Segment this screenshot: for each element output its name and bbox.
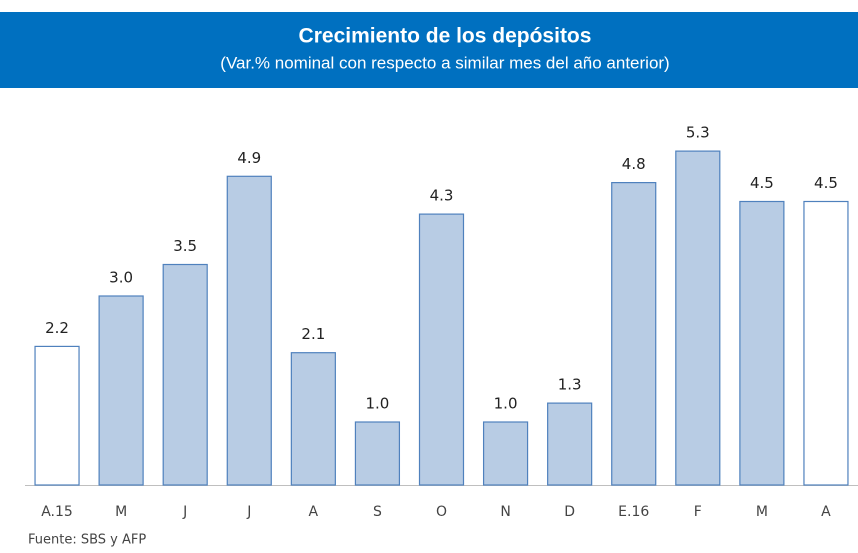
bar xyxy=(482,421,529,486)
bar xyxy=(739,200,785,486)
chart-subtitle: (Var.% nominal con respecto a similar me… xyxy=(220,53,669,72)
x-tick-label: J xyxy=(182,504,187,520)
x-tick-label: E.16 xyxy=(618,504,649,520)
x-tick-label: N xyxy=(500,504,510,520)
data-label: 1.0 xyxy=(365,395,389,413)
x-tick-label: J xyxy=(246,504,251,520)
data-label: 3.5 xyxy=(173,237,197,255)
data-label: 2.1 xyxy=(301,325,325,343)
data-label: 4.9 xyxy=(237,149,261,167)
bar xyxy=(226,175,272,486)
bar xyxy=(547,402,593,486)
bar xyxy=(290,352,336,486)
x-tick-label: M xyxy=(756,504,768,520)
bar xyxy=(611,182,657,486)
x-tick-label: A.15 xyxy=(41,504,73,520)
data-label: 4.5 xyxy=(750,174,774,192)
data-label: 5.3 xyxy=(686,124,710,142)
data-label: 1.0 xyxy=(494,395,518,413)
bar xyxy=(418,213,465,486)
bar xyxy=(162,263,208,486)
data-label: 2.2 xyxy=(45,319,69,337)
source-note: Fuente: SBS y AFP xyxy=(28,533,146,548)
bar xyxy=(803,200,849,486)
data-label: 4.3 xyxy=(430,187,454,205)
x-tick-label: A xyxy=(821,504,831,520)
data-label: 3.0 xyxy=(109,269,133,287)
x-tick-label: M xyxy=(115,504,127,520)
data-label: 1.3 xyxy=(558,376,582,394)
header-band xyxy=(0,12,858,88)
chart-title: Crecimiento de los depósitos xyxy=(299,25,592,48)
x-tick-label: D xyxy=(564,504,575,520)
bar xyxy=(354,421,401,486)
x-tick-label: O xyxy=(436,504,447,520)
x-tick-label: S xyxy=(373,504,382,520)
data-label: 4.5 xyxy=(814,174,838,192)
bar xyxy=(34,345,80,486)
bar xyxy=(98,295,144,486)
x-tick-label: A xyxy=(309,504,319,520)
data-label: 4.8 xyxy=(622,155,646,173)
bar xyxy=(675,150,721,486)
x-tick-label: F xyxy=(694,504,702,520)
